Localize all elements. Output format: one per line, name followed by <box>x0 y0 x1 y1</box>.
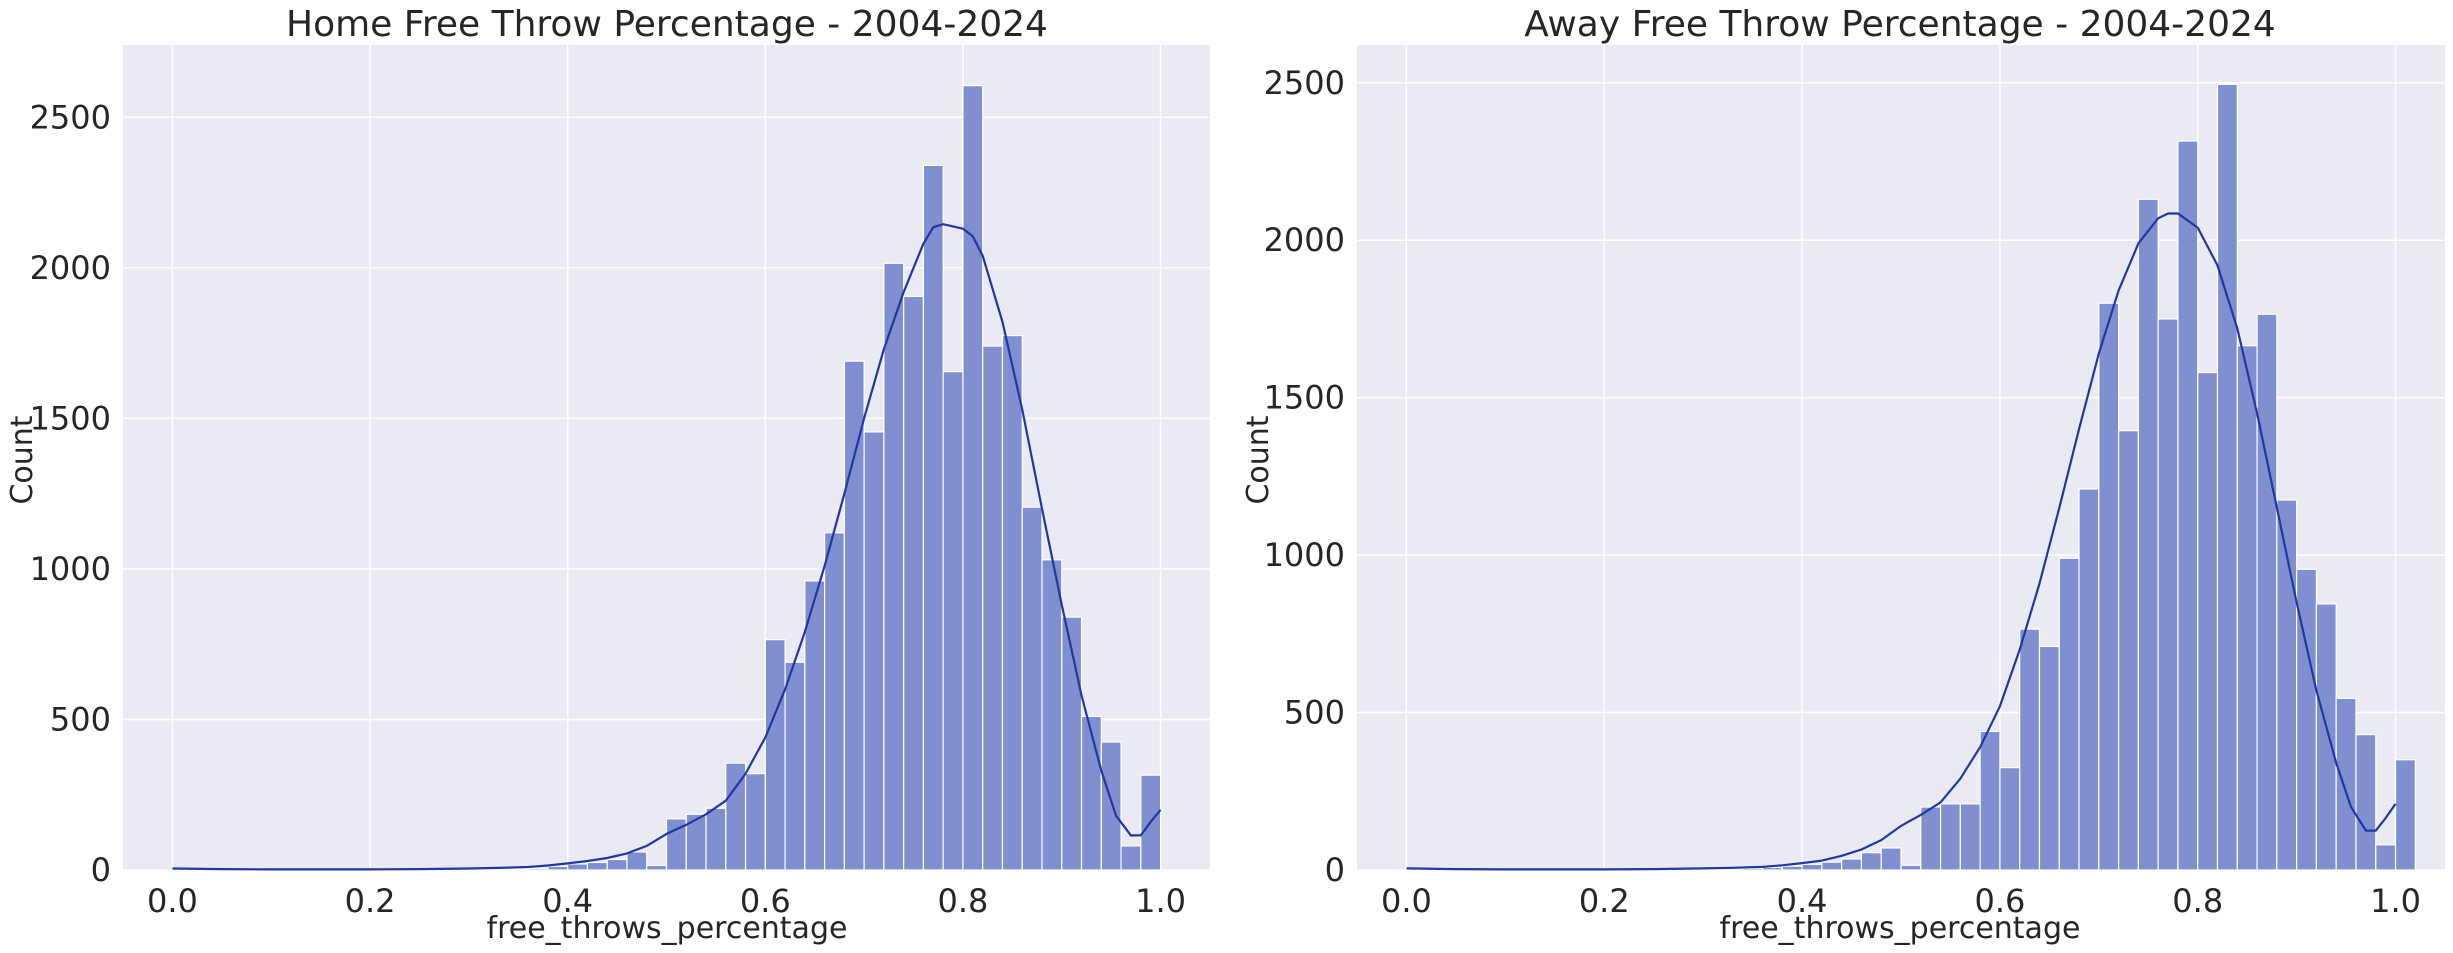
home-histogram-bar <box>922 164 944 871</box>
home-histogram-bar <box>705 807 727 871</box>
away-histogram-bar <box>1821 861 1843 871</box>
away-histogram-bar <box>2335 697 2357 871</box>
away-histogram-bar <box>2216 83 2238 871</box>
away-kde-line <box>1406 212 2397 871</box>
away-histogram-bar <box>1959 803 1981 871</box>
away-histogram-bar <box>1781 865 1803 871</box>
away-histogram-bar <box>2197 371 2219 871</box>
home-y-tick-label: 2500 <box>30 98 111 136</box>
home-x-tick-label: 0.2 <box>345 882 396 920</box>
away-histogram-bar <box>1761 866 1783 871</box>
home-y-axis-label: Count <box>5 415 40 504</box>
away-histogram-bar <box>2394 759 2416 871</box>
away-histogram-bar <box>2019 628 2041 871</box>
away-histogram-bar <box>1999 767 2021 871</box>
home-histogram-bar <box>1021 506 1043 871</box>
away-chart-title: Away Free Throw Percentage - 2004-2024 <box>1524 4 2276 45</box>
away-y-axis-label: Count <box>1241 415 1276 504</box>
home-histogram-bar <box>547 865 569 871</box>
away-histogram-bar <box>2256 313 2278 871</box>
away-histogram-bar <box>2118 430 2139 871</box>
away-x-tick-label: 0.0 <box>1381 882 1432 920</box>
away-histogram-bar <box>2098 302 2120 871</box>
away-x-tick-label: 1.0 <box>2370 882 2421 920</box>
home-histogram-bar <box>784 661 806 871</box>
away-x-tick-label: 0.6 <box>1974 882 2025 920</box>
away-x-axis-label: free_throws_percentage <box>1720 911 2081 946</box>
away-y-tick-label: 500 <box>1284 694 1345 732</box>
home-histogram-bar <box>1001 334 1023 871</box>
away-histogram-bar <box>1920 806 1942 871</box>
home-x-axis-label: free_throws_percentage <box>487 911 848 946</box>
away-histogram-bar <box>1860 852 1882 871</box>
home-y-tick-label: 0 <box>91 851 111 889</box>
home-histogram-bar <box>586 861 608 871</box>
away-histogram-bar <box>1742 867 1764 871</box>
home-x-tick-label: 0.4 <box>542 882 593 920</box>
away-histogram-bar <box>1801 863 1823 871</box>
home-histogram-bar <box>883 262 905 871</box>
home-histogram-bar <box>606 858 628 871</box>
away-histogram-bar <box>2315 603 2337 871</box>
away-histogram-bar <box>2375 844 2397 871</box>
away-histogram-bar <box>2058 557 2080 871</box>
home-x-tick-label: 0.8 <box>938 882 989 920</box>
away-y-tick-label: 1500 <box>1264 379 1345 417</box>
home-histogram-bar <box>863 431 885 871</box>
home-histogram-bar <box>764 639 786 871</box>
away-histogram-bar <box>2236 345 2258 871</box>
home-histogram-bar <box>1041 559 1063 871</box>
home-histogram-bar <box>942 371 964 871</box>
away-y-tick-label: 2500 <box>1264 64 1345 102</box>
away-histogram-bar <box>2157 318 2179 871</box>
home-histogram-bar <box>744 773 766 871</box>
home-histogram-bar <box>1120 845 1142 871</box>
home-x-tick-label: 1.0 <box>1135 882 1186 920</box>
home-histogram-bars <box>171 85 1162 871</box>
away-histogram-bar <box>1939 803 1961 871</box>
away-y-tick-label: 1000 <box>1264 536 1345 574</box>
home-chart-panel: 0.0 0.2 0.4 0.6 0.8 1.0 0 500 1000 1500 2000 2500 H… <box>5 4 1210 946</box>
away-x-tick-label: 0.2 <box>1579 882 1630 920</box>
home-tick-labels: 0.0 0.2 0.4 0.6 0.8 1.0 0 500 1000 1500 2000 2500 <box>30 98 1186 920</box>
away-histogram-bar <box>1900 864 1922 871</box>
home-y-tick-label: 500 <box>50 700 111 738</box>
home-histogram-bar <box>507 868 529 871</box>
away-histogram-bar <box>2038 645 2060 871</box>
away-histogram-bars <box>1405 83 2416 871</box>
away-x-tick-label: 0.8 <box>2172 882 2223 920</box>
away-histogram-bar <box>1979 730 2001 871</box>
home-histogram-bar <box>1080 715 1102 871</box>
home-histogram-bar <box>646 864 668 871</box>
home-x-tick-label: 0.0 <box>147 882 198 920</box>
away-x-tick-label: 0.4 <box>1777 882 1828 920</box>
away-y-tick-label: 0 <box>1325 851 1345 889</box>
away-chart-panel: 0.0 0.2 0.4 0.6 0.8 1.0 0 500 1000 1500 2000 2500 A… <box>1241 4 2445 946</box>
home-x-tick-label: 0.6 <box>740 882 791 920</box>
away-histogram-bar <box>2177 140 2199 871</box>
away-histogram-bar <box>2355 733 2377 871</box>
away-y-tick-label: 2000 <box>1264 221 1345 259</box>
home-y-tick-label: 1500 <box>30 399 111 437</box>
home-histogram-bar <box>824 532 845 871</box>
home-y-tick-label: 2000 <box>30 249 111 287</box>
home-histogram-bar <box>567 863 589 871</box>
away-histogram-bar <box>2137 198 2159 871</box>
home-kde-line <box>172 223 1162 871</box>
away-histogram-bar <box>1841 858 1863 871</box>
home-histogram-bar <box>527 867 549 871</box>
home-histogram-bar <box>843 360 865 871</box>
away-histogram-bar <box>1880 847 1902 871</box>
home-histogram-bar <box>626 851 648 871</box>
home-histogram-bar <box>1100 741 1122 871</box>
away-tick-labels: 0.0 0.2 0.4 0.6 0.8 1.0 0 500 1000 1500 2000 2500 <box>1264 64 2421 920</box>
home-histogram-bar <box>962 85 984 871</box>
away-histogram-bar <box>2078 488 2100 871</box>
home-y-tick-label: 1000 <box>30 550 111 588</box>
home-histogram-bar <box>903 295 925 871</box>
home-histogram-bar <box>982 345 1004 871</box>
home-chart-title: Home Free Throw Percentage - 2004-2024 <box>286 4 1048 45</box>
